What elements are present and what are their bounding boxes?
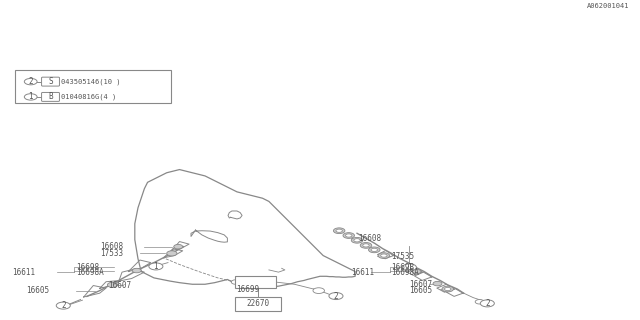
Text: 16611: 16611 bbox=[12, 268, 35, 277]
Circle shape bbox=[108, 282, 118, 287]
Text: 043505146(10 ): 043505146(10 ) bbox=[61, 78, 121, 85]
Circle shape bbox=[371, 248, 378, 252]
Circle shape bbox=[433, 281, 442, 286]
FancyBboxPatch shape bbox=[15, 70, 172, 103]
Text: 2: 2 bbox=[485, 299, 490, 308]
Text: 17533: 17533 bbox=[100, 249, 123, 258]
Text: 1: 1 bbox=[407, 263, 412, 272]
Text: 16698: 16698 bbox=[392, 263, 415, 272]
Text: 2: 2 bbox=[61, 301, 65, 310]
Text: 2: 2 bbox=[28, 77, 33, 86]
Circle shape bbox=[173, 244, 182, 249]
Text: 22670: 22670 bbox=[246, 299, 269, 308]
Circle shape bbox=[231, 280, 240, 284]
Text: 16607: 16607 bbox=[108, 281, 131, 290]
Text: 16607: 16607 bbox=[410, 280, 433, 289]
Circle shape bbox=[378, 253, 390, 259]
Circle shape bbox=[333, 228, 345, 234]
Text: 16611: 16611 bbox=[351, 268, 374, 277]
Circle shape bbox=[313, 288, 324, 293]
Text: 16608: 16608 bbox=[100, 242, 123, 251]
Text: 01040816G(4 ): 01040816G(4 ) bbox=[61, 94, 116, 100]
FancyBboxPatch shape bbox=[42, 92, 60, 101]
Circle shape bbox=[404, 265, 412, 269]
Text: 16608: 16608 bbox=[358, 234, 381, 243]
Circle shape bbox=[329, 292, 343, 300]
Text: 16699: 16699 bbox=[236, 285, 259, 294]
Circle shape bbox=[412, 269, 421, 274]
FancyBboxPatch shape bbox=[42, 77, 60, 86]
Circle shape bbox=[360, 243, 372, 248]
Circle shape bbox=[336, 229, 342, 232]
FancyBboxPatch shape bbox=[235, 297, 281, 311]
Circle shape bbox=[167, 251, 177, 256]
Circle shape bbox=[442, 286, 454, 292]
Circle shape bbox=[24, 78, 37, 85]
Text: 1: 1 bbox=[28, 92, 33, 101]
Circle shape bbox=[480, 300, 494, 307]
Text: S: S bbox=[49, 77, 54, 86]
Circle shape bbox=[343, 233, 355, 238]
Text: 16605: 16605 bbox=[26, 286, 49, 295]
Circle shape bbox=[381, 254, 387, 257]
Text: 16698: 16698 bbox=[76, 263, 99, 272]
Circle shape bbox=[56, 302, 70, 309]
Circle shape bbox=[24, 94, 37, 100]
Text: 2: 2 bbox=[333, 292, 339, 300]
Circle shape bbox=[403, 264, 417, 271]
Text: 16698A: 16698A bbox=[76, 268, 104, 277]
Circle shape bbox=[346, 234, 352, 237]
Text: 16698A: 16698A bbox=[392, 268, 419, 277]
Text: B: B bbox=[49, 92, 54, 101]
FancyBboxPatch shape bbox=[235, 276, 276, 288]
Text: 17535: 17535 bbox=[392, 252, 415, 261]
Circle shape bbox=[354, 239, 360, 242]
Circle shape bbox=[363, 244, 369, 247]
Circle shape bbox=[132, 268, 141, 273]
Text: 1: 1 bbox=[154, 262, 158, 271]
Text: 16605: 16605 bbox=[410, 286, 433, 295]
Circle shape bbox=[475, 300, 484, 304]
Circle shape bbox=[149, 263, 163, 270]
Circle shape bbox=[369, 247, 380, 253]
Circle shape bbox=[351, 237, 363, 243]
Text: A062001041: A062001041 bbox=[588, 3, 630, 9]
Circle shape bbox=[445, 287, 451, 291]
